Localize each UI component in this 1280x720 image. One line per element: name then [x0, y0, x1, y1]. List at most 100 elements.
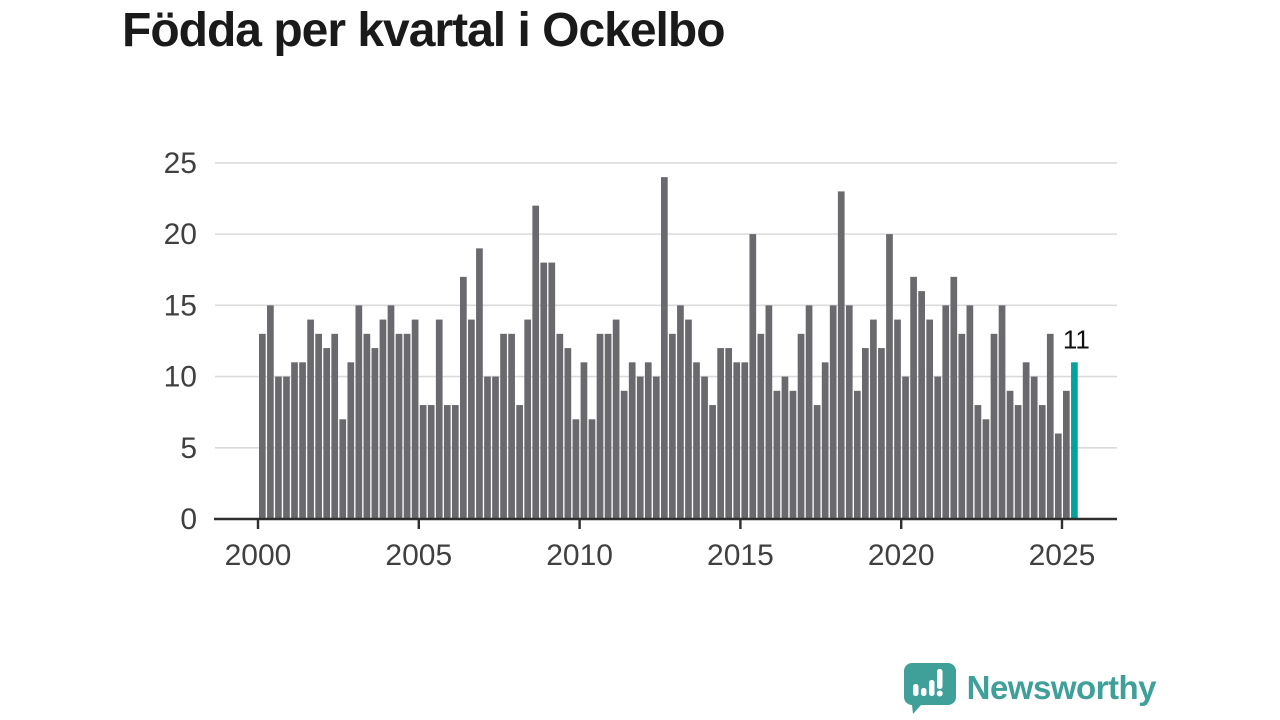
bar [934, 376, 942, 519]
newsworthy-logo-text: Newsworthy [966, 669, 1157, 706]
bar [1063, 390, 1070, 519]
newsworthy-bubble-icon [903, 663, 956, 714]
bar [339, 419, 347, 519]
bar [476, 248, 483, 519]
bar [451, 405, 459, 519]
y-tick-label: 5 [180, 432, 197, 465]
bar [355, 305, 363, 519]
bar [886, 234, 893, 519]
bar [652, 376, 660, 519]
bar [500, 333, 507, 519]
bar [829, 305, 837, 519]
bar [709, 405, 716, 519]
bar [982, 419, 990, 519]
bar [443, 405, 451, 519]
bar [636, 376, 644, 519]
bar [283, 376, 290, 519]
bar [556, 333, 564, 519]
bar [902, 376, 909, 519]
bar [492, 376, 499, 519]
y-tick-label: 10 [164, 361, 197, 394]
bar [797, 333, 805, 519]
x-tick-label: 2005 [385, 539, 452, 572]
bar [371, 348, 379, 519]
bar [1046, 333, 1054, 519]
bar [419, 405, 427, 519]
bar [427, 405, 435, 519]
bar [990, 333, 998, 519]
bar [677, 305, 684, 519]
x-tick-label: 2015 [707, 539, 774, 572]
highlight-value-label: 11 [1063, 324, 1090, 354]
bar [942, 305, 950, 519]
y-tick-label: 25 [164, 147, 197, 180]
bar [757, 333, 765, 519]
bar [725, 348, 733, 519]
bar [1014, 405, 1022, 519]
newsworthy-logo: Newsworthy [903, 662, 1157, 714]
bar [926, 319, 934, 519]
bar [484, 376, 491, 519]
bar [1054, 433, 1062, 519]
bar [845, 305, 853, 519]
bar [1030, 376, 1038, 519]
chart-title: Födda per kvartal i Ockelbo [122, 4, 726, 57]
bar [299, 362, 306, 519]
bar [596, 333, 604, 519]
bar [291, 362, 298, 519]
bar [749, 234, 757, 519]
bar [468, 319, 475, 519]
bar [701, 376, 708, 519]
bar [685, 319, 692, 519]
bar [918, 291, 925, 519]
bar [765, 305, 773, 519]
bar [572, 419, 580, 519]
bar [516, 405, 523, 519]
bar [435, 319, 443, 519]
bar [363, 333, 371, 519]
bar [588, 419, 596, 519]
bar [532, 205, 540, 519]
bar [564, 348, 572, 519]
bar [669, 333, 676, 519]
bar [853, 390, 861, 519]
y-tick-label: 0 [180, 503, 197, 536]
x-tick-label: 2020 [868, 539, 935, 572]
x-tick-label: 2000 [225, 539, 292, 572]
bar [878, 348, 885, 519]
bar [894, 319, 901, 519]
bar [773, 390, 781, 519]
bar [781, 376, 789, 519]
bar [805, 305, 813, 519]
bar [403, 333, 411, 519]
bar [1022, 362, 1030, 519]
bar [733, 362, 741, 519]
bar [620, 390, 628, 519]
bar [275, 376, 282, 519]
bar [693, 362, 700, 519]
bar [789, 390, 797, 519]
bar [974, 405, 982, 519]
bar [612, 319, 620, 519]
bar [862, 348, 869, 519]
y-tick-label: 15 [164, 289, 197, 322]
bar [524, 319, 532, 519]
bar [870, 319, 877, 519]
bar [323, 348, 331, 519]
bar [315, 333, 322, 519]
bar [741, 362, 749, 519]
bar [1038, 405, 1046, 519]
bar [307, 319, 314, 519]
bar [387, 305, 395, 519]
bar [508, 333, 515, 519]
bar [259, 333, 266, 519]
bar [821, 362, 829, 519]
bar [411, 319, 419, 519]
bar [267, 305, 274, 519]
bar [331, 333, 339, 519]
x-tick-label: 2025 [1029, 539, 1096, 572]
bar [580, 362, 588, 519]
bar [950, 276, 958, 519]
bar [966, 305, 974, 519]
